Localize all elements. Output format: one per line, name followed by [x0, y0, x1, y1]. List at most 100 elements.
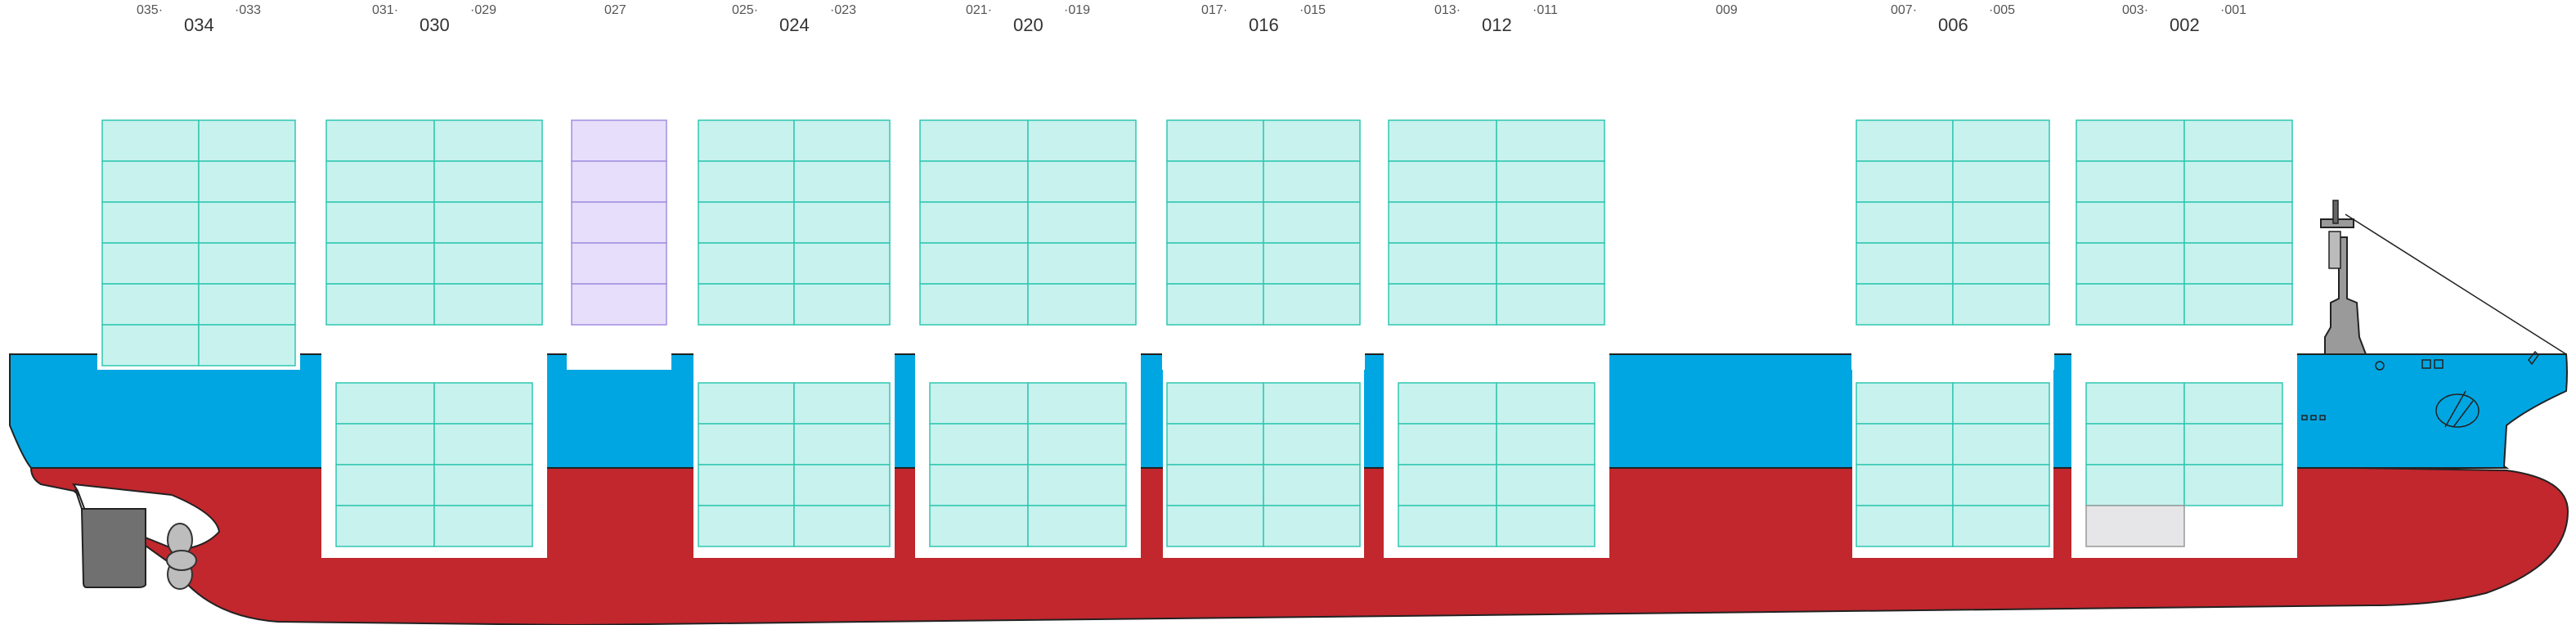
bay-024-container — [793, 201, 891, 244]
bay-left-label: 003· — [2122, 3, 2149, 17]
bay-020-hold-container — [1027, 423, 1127, 465]
bay-right-label: ·029 — [470, 3, 497, 17]
bay-034-container — [101, 324, 200, 366]
bay-006-container — [1952, 283, 2050, 326]
rudder-icon — [80, 508, 146, 588]
bay-030-container — [433, 160, 543, 203]
bay-027-container — [571, 119, 667, 162]
bay-034-container — [101, 242, 200, 285]
bay-006-container — [1952, 160, 2050, 203]
bay-012-hold-container — [1496, 382, 1595, 425]
bay-left-label: 025· — [732, 3, 759, 17]
bay-006-container — [1856, 160, 1954, 203]
bay-012-hold-container — [1496, 505, 1595, 547]
bay-012-hold-container — [1398, 382, 1497, 425]
bay-024-container — [698, 242, 795, 285]
bay-012-hold-container — [1398, 423, 1497, 465]
bay-020-hold-container — [929, 423, 1029, 465]
bay-right-label: ·001 — [2220, 3, 2247, 17]
bay-006-hold-container — [1856, 423, 1954, 465]
bay-016-container — [1263, 160, 1361, 203]
bay-016-hold-container — [1263, 505, 1361, 547]
bay-labels: 034 035· ·033 030 031· ·029 027 024 025· ·023 020 0… — [0, 0, 2576, 49]
bay-label: 009 — [1716, 3, 1738, 17]
bay-label: 016 — [1249, 15, 1279, 35]
bay-012-container — [1496, 242, 1605, 285]
bay-030-hold-container — [433, 423, 533, 465]
bay-012-container — [1496, 283, 1605, 326]
bay-002-container — [2076, 283, 2185, 326]
bay-034-container — [198, 119, 296, 162]
bay-016-container — [1263, 201, 1361, 244]
bay-030-hold-container — [433, 382, 533, 425]
bay-label: 034 — [184, 15, 214, 35]
bay-012-container — [1388, 201, 1497, 244]
bay-024-hold-container — [698, 382, 795, 425]
bow-markings — [2301, 350, 2539, 428]
bay-012-hold-container — [1398, 464, 1497, 506]
bay-012-hold-container — [1398, 505, 1497, 547]
bay-006-container — [1856, 201, 1954, 244]
bay-002-hold-container — [2183, 464, 2283, 506]
bay-right-label: ·015 — [1299, 3, 1326, 17]
bay-020-container — [1027, 119, 1137, 162]
bay-left-label: 021· — [966, 3, 993, 17]
bay-006-hold-container — [1952, 423, 2050, 465]
bay-034-container — [198, 160, 296, 203]
bay-034-container — [101, 201, 200, 244]
bay-034-container — [198, 283, 296, 326]
bay-label: 030 — [420, 15, 450, 35]
bay-034-container — [198, 324, 296, 366]
propeller-icon — [166, 523, 197, 590]
bay-012-container — [1496, 201, 1605, 244]
bay-016-container — [1166, 201, 1264, 244]
bay-002-container — [2183, 119, 2293, 162]
bay-right-label: ·011 — [1533, 3, 1558, 17]
bay-030-container — [325, 242, 435, 285]
bay-012-hold-container — [1496, 464, 1595, 506]
bay-020-container — [919, 283, 1029, 326]
bay-034-container — [101, 160, 200, 203]
bay-006-hold-container — [1856, 382, 1954, 425]
bay-034-container — [198, 242, 296, 285]
bay-030-container — [433, 283, 543, 326]
bay-006-hold-container — [1856, 464, 1954, 506]
bay-020-hold-container — [929, 505, 1029, 547]
bay-024-hold-container — [793, 382, 891, 425]
bay-label: 012 — [1482, 15, 1512, 35]
bay-016-container — [1166, 242, 1264, 285]
bay-030-hold-container — [433, 505, 533, 547]
bay-024-hold-container — [698, 464, 795, 506]
bay-016-hold-container — [1263, 464, 1361, 506]
bay-016-hold-container — [1166, 464, 1264, 506]
bay-left-label: 035· — [137, 3, 164, 17]
bay-002-hold-container — [2085, 423, 2185, 465]
bay-016-container — [1263, 119, 1361, 162]
bay-030-container — [325, 119, 435, 162]
bay-012-container — [1388, 160, 1497, 203]
bay-016-hold-container — [1166, 382, 1264, 425]
bay-030-hold-container — [335, 505, 435, 547]
bay-024-hold-container — [793, 464, 891, 506]
bay-030-hold-container — [335, 382, 435, 425]
bay-012-hold-container — [1496, 423, 1595, 465]
bay-030-container — [433, 119, 543, 162]
bay-012-container — [1388, 119, 1497, 162]
bay-024-container — [698, 160, 795, 203]
bay-024-hold-container — [698, 505, 795, 547]
bay-024-hold-container — [793, 505, 891, 547]
bay-012-container — [1496, 119, 1605, 162]
bay-016-hold-container — [1263, 382, 1361, 425]
bay-020-hold-container — [929, 382, 1029, 425]
bay-024-container — [793, 119, 891, 162]
bay-label: 024 — [779, 15, 810, 35]
bay-label: 006 — [1938, 15, 1968, 35]
bay-002-container — [2183, 201, 2293, 244]
bay-020-container — [919, 242, 1029, 285]
bay-016-hold-container — [1166, 423, 1264, 465]
bay-002-hold-container — [2183, 423, 2283, 465]
bay-016-container — [1166, 160, 1264, 203]
bay-002-hold-container — [2183, 382, 2283, 425]
bay-020-container — [1027, 160, 1137, 203]
bay-020-hold-container — [1027, 382, 1127, 425]
